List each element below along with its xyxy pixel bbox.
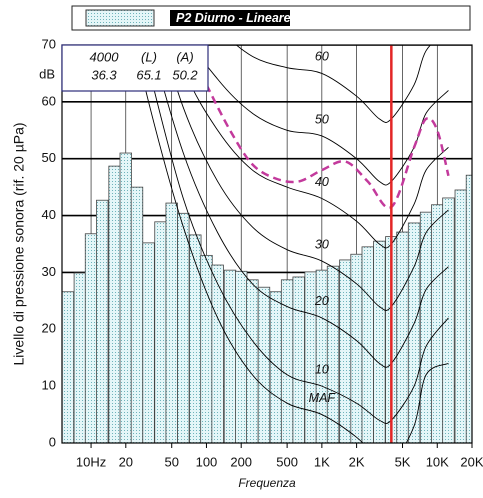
contour-label: 20 (314, 294, 329, 308)
x-axis-title: Frequenza (238, 476, 296, 490)
bar (419, 211, 433, 443)
loudness-contour (174, 45, 449, 249)
cursor-a: 50.2 (172, 67, 198, 82)
contour-label: 10 (315, 362, 329, 376)
bar (339, 259, 352, 443)
contour-label: 40 (315, 175, 329, 189)
bar (235, 270, 248, 443)
loudness-contour (235, 45, 431, 123)
y-tick-label: 60 (42, 93, 56, 108)
y-tick-label: 50 (42, 150, 56, 165)
cursor-header: (A) (176, 49, 193, 64)
bar (465, 174, 472, 443)
y-tick-label: 30 (42, 264, 56, 279)
plot-area: MAF 10 20 30 40 50 60 (62, 45, 472, 443)
bar (361, 246, 374, 443)
x-tick-label: 2K (349, 454, 365, 469)
x-tick-label: 10Hz (76, 454, 106, 469)
contour-label: 50 (315, 112, 329, 126)
bar (119, 152, 132, 443)
x-tick-label: 200 (230, 454, 252, 469)
y-tick-label: 10 (42, 378, 56, 393)
contour-label: 60 (315, 50, 329, 64)
bar (154, 221, 167, 443)
bar (454, 189, 468, 443)
legend-label: P2 Diurno - Lineare (176, 11, 291, 25)
legend: P2 Diurno - Lineare (71, 5, 471, 31)
contour-label: 30 (315, 237, 329, 251)
bar (326, 265, 340, 443)
loudness-contour (142, 45, 449, 424)
overlay-curve (205, 84, 450, 210)
bar (130, 186, 144, 443)
bar (292, 276, 305, 443)
bar (442, 197, 455, 443)
x-tick-label: 10K (426, 454, 449, 469)
bar (108, 165, 121, 443)
x-tick-label: 20 (119, 454, 133, 469)
cursor-l: 65.1 (136, 67, 161, 82)
bar (246, 279, 259, 443)
bar (84, 233, 98, 443)
bar (189, 234, 202, 443)
contour-label: MAF (309, 391, 337, 405)
cursor-level: 36.3 (91, 67, 117, 82)
x-tick-label: 100 (196, 454, 218, 469)
bar (431, 204, 444, 443)
y-tick-label: 70 (42, 36, 56, 51)
y-tick-label: 20 (42, 321, 56, 336)
cursor-frequency: 4000 (90, 49, 120, 64)
bar (73, 272, 87, 443)
y-tick-label: 0 (49, 434, 56, 449)
bar (177, 212, 190, 443)
cursor-box: 4000 (L) (A) 36.3 65.1 50.2 (61, 44, 209, 92)
bar (373, 240, 386, 443)
bar (257, 286, 271, 443)
bar (96, 199, 109, 443)
bar (211, 264, 224, 443)
x-tick-label: 20K (460, 454, 483, 469)
x-tick-label: 1K (314, 454, 330, 469)
bar (269, 291, 283, 443)
cursor-box-frame (61, 44, 209, 92)
cursor-header: (L) (141, 49, 157, 64)
plot-frame (61, 44, 473, 444)
legend-label-bg (170, 10, 290, 26)
y-axis-title: Livello di pressione sonora (rif. 20 µPa… (11, 122, 27, 365)
bar (165, 202, 178, 443)
y-tick-label: 40 (42, 207, 56, 222)
x-tick-label: 5K (395, 454, 411, 469)
loudness-contour (151, 45, 449, 368)
loudness-contour (135, 45, 449, 443)
legend-swatch (85, 9, 155, 27)
bar (223, 269, 237, 443)
y-unit: dB (39, 66, 55, 81)
x-tick-label: 50 (164, 454, 178, 469)
bar (62, 291, 75, 443)
bar (200, 254, 213, 443)
bar (350, 253, 363, 443)
x-tick-label: 500 (276, 454, 298, 469)
bar (142, 242, 155, 443)
